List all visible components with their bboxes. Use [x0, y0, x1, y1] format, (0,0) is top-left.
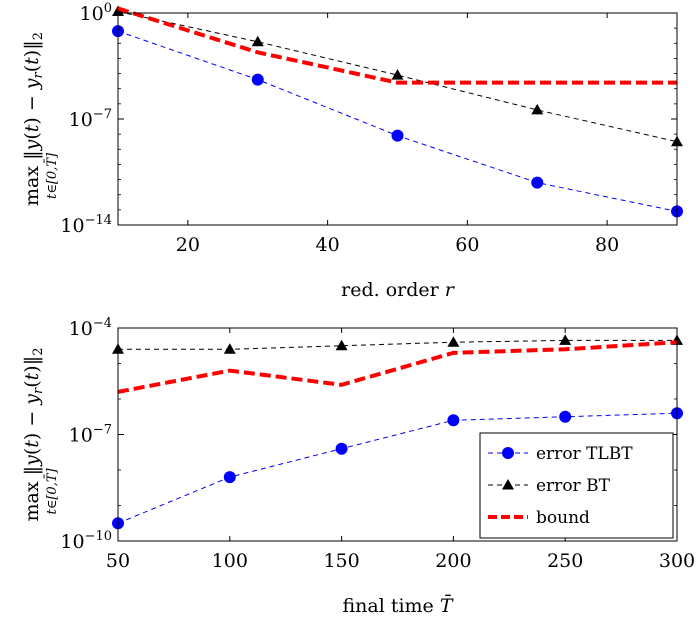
series-line-error-tlbt	[117, 412, 678, 524]
legend-entry-error-tlbt: error TLBT	[536, 444, 633, 464]
x-tick-label: 100	[212, 550, 248, 572]
plot-area	[112, 5, 683, 218]
legend-marker	[502, 479, 514, 490]
x-tick-label: 200	[435, 550, 471, 572]
data-point-bt	[531, 103, 544, 115]
series-line-error-bt	[118, 339, 677, 350]
data-point-bt	[335, 339, 348, 351]
legend-marker	[502, 447, 514, 459]
chart-panel-2: 50 100 150 200 250 300 10−4 10−7 10−10 final time…	[21, 316, 695, 617]
data-point-bt	[251, 35, 264, 47]
y-tick-label: 10−7	[69, 107, 112, 131]
data-point-bt	[559, 334, 572, 345]
y-tick-label: 100	[80, 1, 112, 25]
x-tick-label: 250	[547, 550, 583, 572]
y-axis-label-main: max ‖y(t) − yr(t)‖2	[21, 32, 46, 206]
y-axis-label-subscript: t∈[0,T̄]	[44, 152, 60, 199]
data-point-tlbt	[559, 410, 572, 423]
data-point-tlbt	[251, 73, 264, 86]
y-tick-label: 10−7	[69, 423, 112, 447]
y-tick-label: 10−14	[60, 213, 112, 237]
plot-frame	[117, 12, 678, 226]
x-tick-label: 50	[106, 550, 130, 572]
x-tick-label: 40	[316, 234, 340, 256]
x-tick-label: 80	[595, 234, 619, 256]
y-axis-label: max ‖y(t) − yr(t)‖2t∈[0,T̄]	[21, 32, 60, 206]
data-point-bt	[391, 69, 404, 80]
y-axis-label-subscript: t∈[0,T̄]	[44, 468, 60, 515]
data-point-tlbt	[223, 471, 236, 484]
x-tick-label: 60	[455, 234, 479, 256]
x-axis-label: red. order r	[341, 279, 456, 301]
chart-panel-1: 20 40 60 80 100 10−7 10−14 red. order r max ‖y(t…	[21, 1, 683, 301]
data-point-tlbt	[531, 176, 544, 189]
legend: error TLBT error BT bound	[479, 432, 674, 539]
plot-area	[112, 334, 683, 530]
series-line-bound	[117, 340, 678, 394]
series-line-bound	[117, 6, 677, 85]
series-line-error-bt	[117, 10, 678, 143]
y-tick-label: 10−4	[69, 316, 112, 340]
data-point-bt	[447, 336, 460, 347]
y-axis-label-main: max ‖y(t) − yr(t)‖2	[21, 347, 46, 521]
x-tick-label: 20	[176, 234, 200, 256]
data-point-tlbt	[335, 442, 348, 455]
y-axis-label: max ‖y(t) − yr(t)‖2t∈[0,T̄]	[21, 347, 60, 521]
data-point-tlbt	[447, 414, 460, 427]
y-tick-label: 10−10	[60, 529, 112, 553]
data-point-tlbt	[391, 129, 404, 142]
legend-entry-bound: bound	[536, 508, 590, 528]
data-point-bt	[223, 343, 236, 354]
legend-entry-error-bt: error BT	[536, 476, 611, 496]
x-tick-label: 150	[323, 550, 359, 572]
x-axis-label: final time T̄	[342, 594, 453, 617]
series-line-error-tlbt	[117, 30, 678, 212]
x-tick-label: 300	[659, 550, 695, 572]
